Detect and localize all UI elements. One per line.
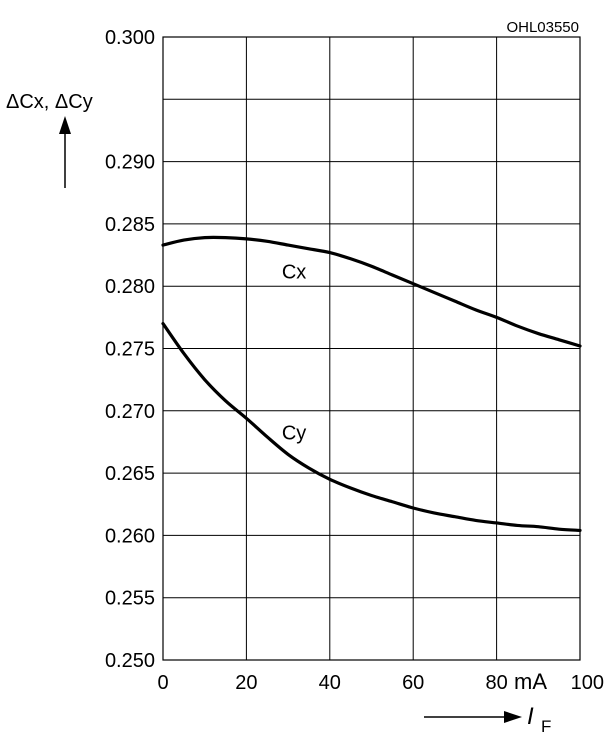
grid-layer [162,36,581,661]
x-axis-label: I [527,703,534,730]
y-tick-label: 0.290 [105,152,155,174]
x-tick-label: 0 [157,672,168,694]
x-tick-label: 20 [235,672,257,694]
figure-code: OHL03550 [506,19,579,36]
series-label-cx: Cx [282,262,306,284]
x-axis-label-main: I [527,703,534,730]
x-tick-label: 100 [571,672,604,694]
y-tick-label: 0.255 [105,588,155,610]
x-axis-label-subscript: F [541,717,551,733]
y-tick-label: 0.270 [105,401,155,423]
series-label-cy: Cy [282,422,306,444]
y-tick-label: 0.250 [105,650,155,672]
y-axis-label: ΔCx, ΔCy [6,91,93,113]
x-tick-label: 80 [485,672,507,694]
tick-layer: 0.250 0.255 0.260 0.265 0.270 0.275 0.280 0.285… [105,27,604,694]
x-axis-arrow [424,711,522,723]
y-tick-label: 0.260 [105,525,155,547]
x-tick-label: 60 [402,672,424,694]
series-line-cx [161,235,582,348]
series-line-cy [161,321,582,533]
y-tick-label: 0.280 [105,276,155,298]
series-layer: Cx Cy [161,235,582,533]
y-tick-label: 0.275 [105,339,155,361]
y-tick-label: 0.265 [105,463,155,485]
y-tick-label: 0.300 [105,27,155,49]
x-tick-label: 40 [319,672,341,694]
y-axis-arrow [59,116,71,188]
x-unit-label: mA [514,669,547,694]
y-tick-label: 0.285 [105,214,155,236]
plot-frame [162,36,581,661]
